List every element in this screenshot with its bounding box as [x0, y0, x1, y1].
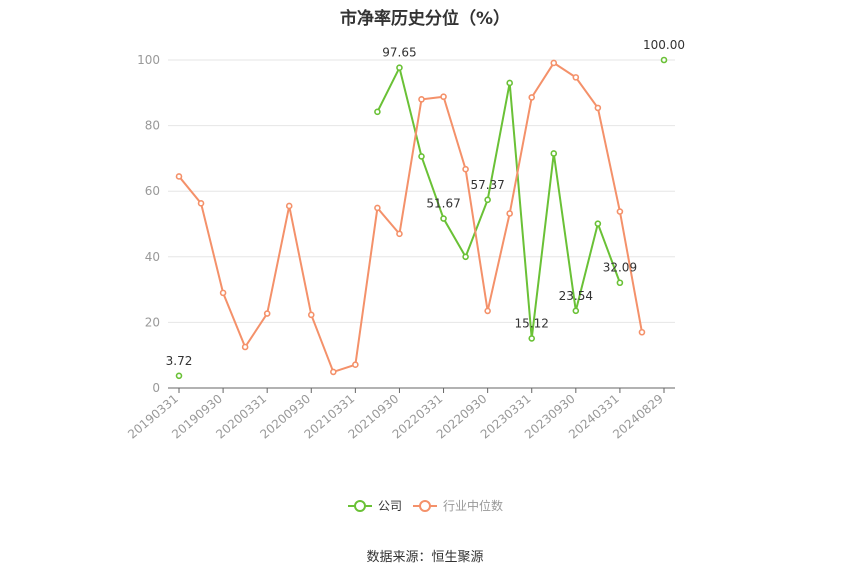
company-point — [396, 64, 403, 72]
company-point — [418, 153, 425, 160]
company-point — [484, 196, 491, 204]
data-label: 51.67 — [426, 197, 460, 211]
company-point — [506, 79, 513, 87]
company-point — [594, 220, 602, 227]
legend-industry-marker — [419, 500, 431, 512]
data-label: 57.37 — [470, 178, 504, 192]
company-point — [374, 108, 381, 116]
company-point — [616, 279, 624, 287]
industry-point — [307, 311, 315, 319]
industry-point — [462, 165, 469, 173]
legend-industry-label: 行业中位数 — [443, 498, 503, 513]
industry-point — [506, 210, 513, 217]
chart-title: 市净率历史分位（%） — [339, 9, 511, 29]
y-tick-label: 40 — [145, 250, 160, 264]
industry-series-line — [178, 61, 643, 374]
industry-point — [330, 368, 337, 376]
y-tick-label: 100 — [137, 53, 160, 67]
industry-point — [616, 208, 624, 215]
industry-point — [352, 361, 359, 369]
company-series-line — [376, 64, 621, 339]
y-tick-label: 60 — [145, 184, 160, 198]
company-point — [462, 253, 469, 261]
data-label: 15.12 — [515, 316, 549, 330]
data-label: 3.72 — [166, 354, 193, 368]
industry-point — [594, 104, 602, 112]
data-source: 数据来源：恒生聚源 — [366, 550, 484, 565]
company-point — [550, 150, 558, 157]
industry-point — [285, 202, 293, 210]
y-tick-label: 80 — [145, 119, 160, 133]
data-label: 23.54 — [559, 289, 593, 303]
industry-point — [418, 96, 425, 103]
company-point — [528, 335, 536, 342]
industry-point — [572, 74, 580, 81]
industry-point — [197, 200, 205, 207]
y-tick-label: 0 — [152, 381, 160, 395]
industry-point — [638, 328, 646, 336]
data-label: 100.00 — [643, 38, 685, 52]
industry-point — [550, 59, 558, 67]
industry-point — [396, 230, 403, 238]
y-tick-label: 20 — [145, 315, 160, 329]
industry-point — [484, 307, 491, 315]
company-point — [175, 372, 183, 380]
legend-company-label: 公司 — [378, 499, 402, 513]
industry-point — [263, 310, 271, 317]
industry-point — [440, 93, 447, 101]
industry-point — [528, 94, 536, 101]
company-point — [572, 307, 580, 315]
legend-company-marker — [354, 500, 366, 512]
industry-point — [374, 204, 381, 212]
industry-point — [241, 343, 249, 351]
industry-point — [175, 173, 183, 180]
data-label: 32.09 — [603, 261, 637, 275]
industry-point — [219, 289, 227, 297]
company-point — [660, 56, 668, 64]
data-label: 97.65 — [382, 46, 416, 60]
company-point — [440, 215, 447, 222]
